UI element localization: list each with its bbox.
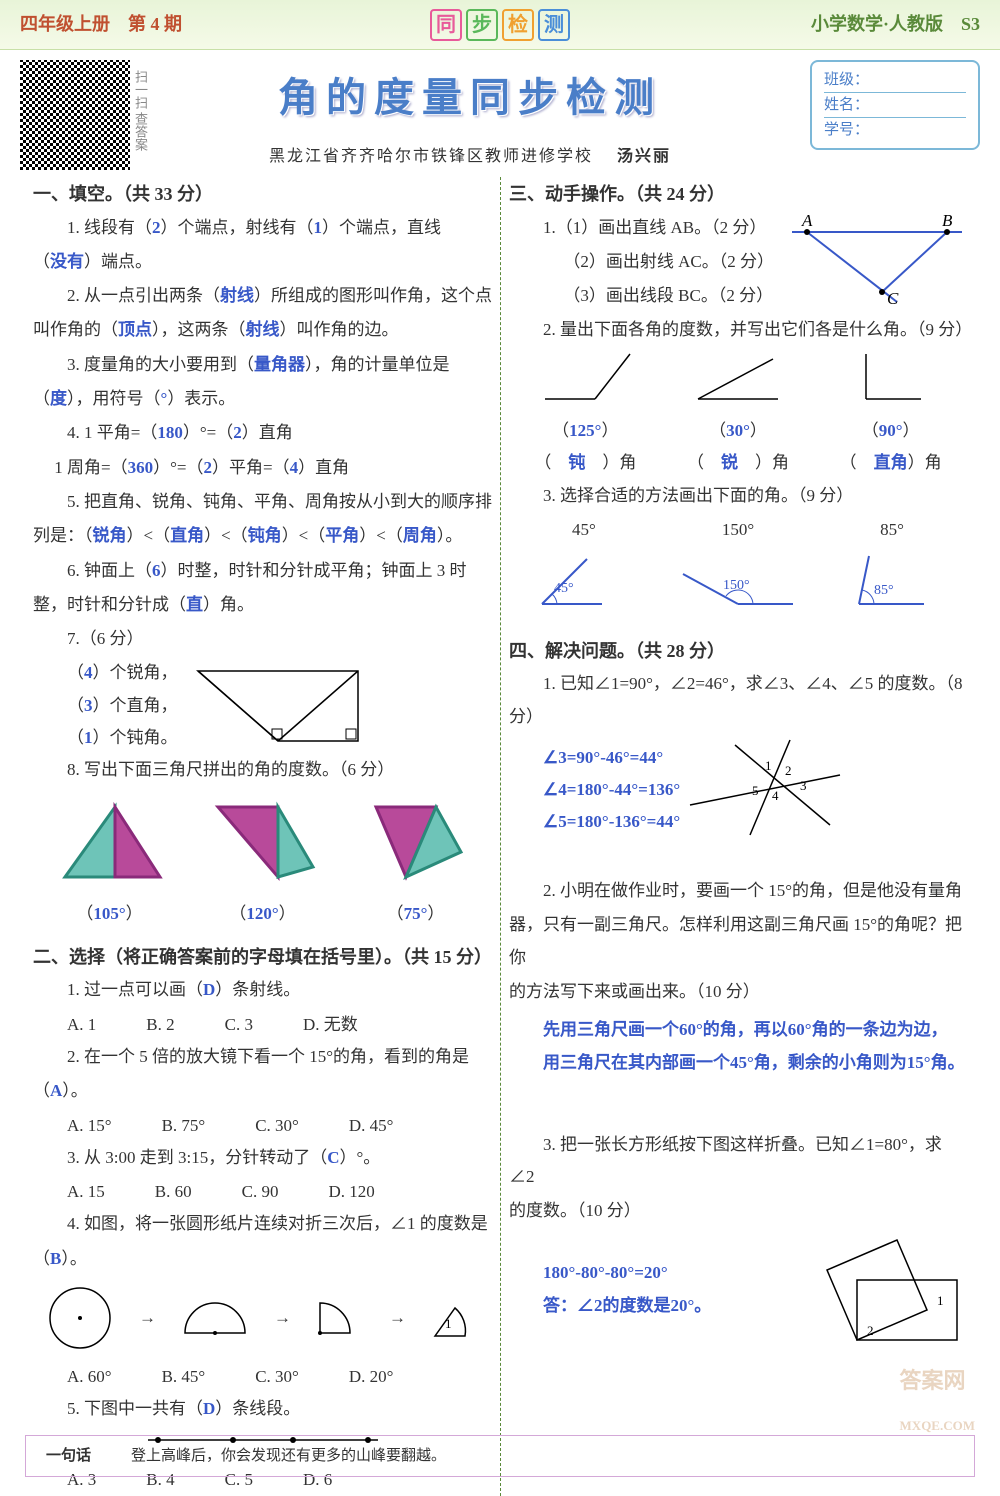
s2-q5: 5. 下图中一共有（D）条线段。 [33,1393,492,1425]
s4-q1-fig: 12 3 4 5 [680,735,850,845]
svg-text:2: 2 [867,1323,874,1338]
hbox-1: 同 [430,9,462,41]
left-column: 一、填空。（共 33 分） 1. 线段有（2）个端点，射线有（1）个端点，直线 … [25,177,500,1496]
s1-title: 一、填空。（共 33 分） [33,177,492,211]
subtitle-school: 黑龙江省齐齐哈尔市铁锋区教师进修学校 [269,148,593,165]
s1-q2: 2. 从一点引出两条（射线）所组成的图形叫作角，这个点 [33,280,492,312]
subtitle: 黑龙江省齐齐哈尔市铁锋区教师进修学校 汤兴丽 [145,142,795,172]
s1-q6-line2: 整，时针和分针成（直）角。 [33,589,492,621]
info-id: 学号： [824,118,966,142]
svg-text:85°: 85° [874,583,894,598]
s3-q3: 3. 选择合适的方法画出下面的角。（9 分） [509,480,967,512]
tri-set-1 [55,797,165,887]
svg-text:B: B [942,211,953,230]
s1-q8: 8. 写出下面三角尺拼出的角的度数。（6 分） [33,754,492,786]
s1-q8-triangles: （105°） （120°） （75°） [33,797,492,931]
s1-q3: 3. 度量角的大小要用到（量角器），角的计量单位是 [33,349,492,381]
right-column: 三、动手操作。（共 24 分） 1.（1）画出直线 AB。（2 分） （2）画出… [500,177,975,1496]
s2-title: 二、选择（将正确答案前的字母填在括号里）。（共 15 分） [33,940,492,974]
svg-text:1: 1 [937,1293,944,1308]
svg-text:4: 4 [772,788,779,803]
s2-q2: 2. 在一个 5 倍的放大镜下看一个 15°的角，看到的角是 [33,1041,492,1073]
footer: 一句话 登上高峰后，你会发现还有更多的山峰要翻越。 [25,1435,975,1478]
svg-text:3: 3 [800,778,807,793]
footer-label: 一句话 [46,1442,91,1471]
s4-q1-body: ∠3=90°-46°=44° ∠4=180°-44°=136° ∠5=180°-… [509,735,967,845]
svg-text:5: 5 [752,783,759,798]
s1-q6: 6. 钟面上（6）时整，时针和分针成平角；钟面上 3 时 [33,555,492,587]
header-right: 小学数学·人教版 S3 [811,7,980,41]
s2-q3-opts: A. 15B. 60C. 90D. 120 [33,1176,492,1208]
s3-q3-targets: 45° 150° 85° [509,514,967,546]
s4-title: 四、解决问题。（共 28 分） [509,634,967,668]
s2-q1: 1. 过一点可以画（D）条射线。 [33,974,492,1006]
svg-text:C: C [887,289,899,308]
s3-title: 三、动手操作。（共 24 分） [509,177,967,211]
svg-text:1: 1 [445,1316,452,1331]
s1-q7-title: 7.（6 分） [33,623,492,655]
s1-q2-line2: 叫作角的（顶点），这两条（射线）叫作角的边。 [33,314,492,346]
s2-q2-line2: （A）。 [33,1075,492,1107]
hbox-3: 检 [502,9,534,41]
qr-code: 扫一扫 查答案 [20,60,130,170]
s4-q3: 3. 把一张长方形纸按下图这样折叠。已知∠1=80°，求∠2 [509,1129,967,1194]
svg-text:45°: 45° [554,581,574,596]
content: 一、填空。（共 33 分） 1. 线段有（2）个端点，射线有（1）个端点，直线 … [0,177,1000,1496]
info-class: 班级： [824,68,966,93]
s1-q1-line2: （没有）端点。 [33,246,492,278]
s3-q1-fig: A B C [787,212,967,312]
s3-q2: 2. 量出下面各角的度数，并写出它们各是什么角。（9 分） [509,314,967,346]
s1-q4-line2: 1 周角=（360）°=（2）平角=（4）直角 [33,452,492,484]
header-left: 四年级上册 第 4 期 [20,7,182,41]
s1-q5-line2: 列是：（锐角）<（直角）<（钝角）<（平角）<（周角）。 [33,520,492,552]
s2-q2-opts: A. 15°B. 75°C. 30°D. 45° [33,1110,492,1142]
main-title: 角的度量同步检测 [145,60,795,136]
s2-q4-line2: （B）。 [33,1243,492,1275]
s1-q7-body: （4）个锐角， （3）个直角， （1）个钝角。 [33,657,492,754]
tri-set-3 [361,797,471,887]
q7-figure [178,661,378,751]
watermark: 答案网 MXQE.COM [900,1360,975,1444]
s3-q2-figs: （125°） （ 钝 ）角 （30°） （ 锐 ）角 （90°） （ 直角）角 [509,349,967,480]
svg-text:150°: 150° [723,578,750,593]
s2-q4: 4. 如图，将一张圆形纸片连续对折三次后，∠1 的度数是 [33,1208,492,1240]
s4-q3-body: 180°-80°-80°=20° 答：∠2的度数是20°。 2 1 [509,1230,967,1350]
s3-q1: 1.（1）画出直线 AB。（2 分） （2）画出射线 AC。（2 分） （3）画… [509,212,967,315]
s1-q3-line2: （度），用符号（°）表示。 [33,383,492,415]
s3-q3-drawn: 45° 150° 85° [509,554,967,614]
qr-label: 扫一扫 查答案 [127,70,152,151]
s4-q3-fig: 2 1 [807,1230,967,1350]
subtitle-author: 汤兴丽 [617,148,671,165]
svg-text:2: 2 [785,763,792,778]
svg-text:1: 1 [765,758,772,773]
s1-q1: 1. 线段有（2）个端点，射线有（1）个端点，直线 [33,212,492,244]
footer-text: 登上高峰后，你会发现还有更多的山峰要翻越。 [131,1442,446,1471]
header-bar: 四年级上册 第 4 期 同 步 检 测 小学数学·人教版 S3 [0,0,1000,50]
s1-q5: 5. 把直角、锐角、钝角、平角、周角按从小到大的顺序排 [33,486,492,518]
s4-q2: 2. 小明在做作业时，要画一个 15°的角，但是他没有量角 [509,875,967,907]
hbox-2: 步 [466,9,498,41]
info-box: 班级： 姓名： 学号： [810,60,980,150]
hbox-4: 测 [538,9,570,41]
s2-q4-fig: → → → 1 [33,1283,492,1353]
header-boxes: 同 步 检 测 [430,9,570,41]
s4-q1: 1. 已知∠1=90°，∠2=46°，求∠3、∠4、∠5 的度数。（8 分） [509,668,967,733]
s2-q4-opts: A. 60°B. 45°C. 30°D. 20° [33,1361,492,1393]
s1-q4: 4. 1 平角=（180）°=（2）直角 [33,417,492,449]
svg-text:A: A [801,211,813,230]
s2-q3: 3. 从 3:00 走到 3:15，分针转动了（C）°。 [33,1142,492,1174]
info-name: 姓名： [824,93,966,118]
tri-set-2 [208,797,318,887]
s2-q1-opts: A. 1B. 2C. 3D. 无数 [33,1009,492,1041]
title-row: 扫一扫 查答案 角的度量同步检测 黑龙江省齐齐哈尔市铁锋区教师进修学校 汤兴丽 … [0,50,1000,177]
